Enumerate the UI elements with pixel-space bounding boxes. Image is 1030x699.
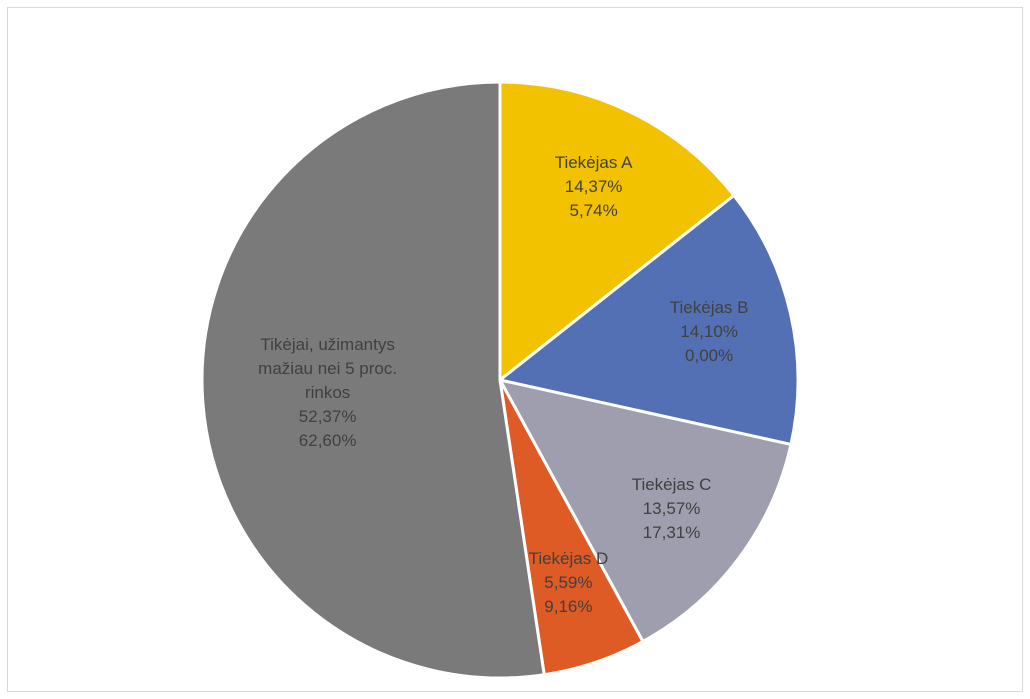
pie-slice bbox=[497, 377, 793, 644]
label-second-value: 62,60% bbox=[298, 430, 357, 450]
label-category: Tiekėjas C bbox=[631, 474, 712, 494]
label-value: 5,59% bbox=[544, 573, 593, 593]
data-label: Tiekėjas D 5,59% 9,16% bbox=[483, 547, 653, 619]
pie-slice bbox=[200, 80, 546, 680]
label-value: 14,10% bbox=[680, 322, 738, 342]
data-label: Tiekėjas C 13,57% 17,31% bbox=[587, 473, 757, 545]
data-label: Tiekėjas B 14,10% 0,00% bbox=[624, 296, 794, 368]
label-value: 13,57% bbox=[642, 498, 701, 518]
label-second-value: 0,00% bbox=[685, 346, 734, 366]
label-category: Tiekėjas A bbox=[554, 152, 633, 172]
chart-frame bbox=[7, 7, 1023, 692]
data-label: Tikėjai, užimantys mažiau nei 5 proc. ri… bbox=[243, 333, 413, 453]
label-category: Tiekėjas D bbox=[528, 549, 609, 569]
label-category: Tikėjai, užimantys mažiau nei 5 proc. ri… bbox=[258, 334, 398, 402]
pie-slice bbox=[498, 80, 737, 384]
label-value: 52,37% bbox=[298, 406, 357, 426]
label-second-value: 9,16% bbox=[544, 597, 593, 617]
label-second-value: 5,74% bbox=[569, 200, 618, 220]
label-value: 14,37% bbox=[564, 176, 623, 196]
label-second-value: 17,31% bbox=[642, 522, 701, 542]
label-category: Tiekėjas B bbox=[669, 298, 749, 318]
data-label: Tiekėjas A 14,37% 5,74% bbox=[509, 151, 679, 223]
pie-slice bbox=[496, 193, 800, 447]
